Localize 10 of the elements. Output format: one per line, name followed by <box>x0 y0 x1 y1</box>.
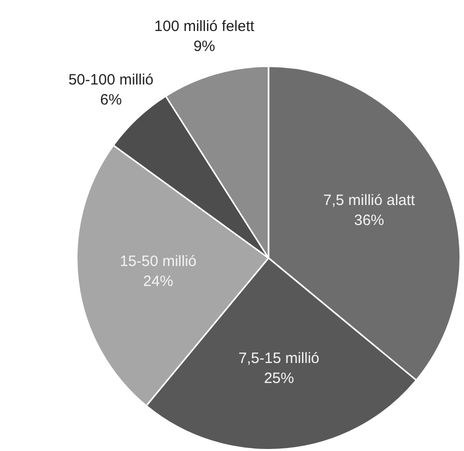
slice-label: 50-100 millió <box>68 71 154 88</box>
data-label: 24% <box>143 273 174 290</box>
slice-label: 15-50 millió <box>120 253 197 270</box>
data-label: 36% <box>354 212 384 229</box>
data-label: 9% <box>193 38 216 56</box>
slice-label: 100 millió felett <box>154 18 256 36</box>
slice-label: 7,5-15 millió <box>238 350 320 367</box>
data-label: 6% <box>100 91 122 108</box>
data-label: 25% <box>264 370 294 387</box>
slice-label: 7,5 millió alatt <box>323 192 416 209</box>
